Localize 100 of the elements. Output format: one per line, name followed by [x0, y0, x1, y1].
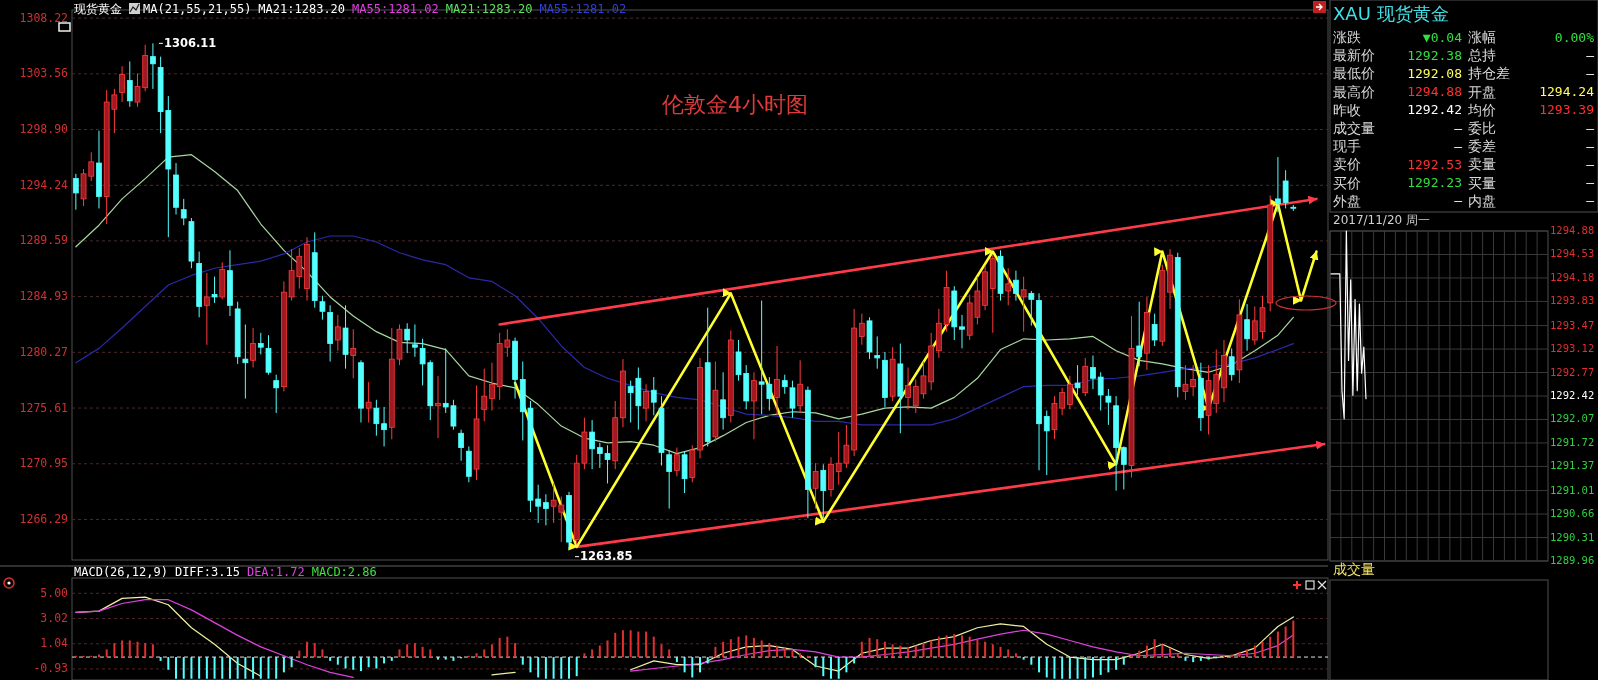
text: 委比	[1468, 120, 1496, 136]
bar	[1061, 657, 1064, 679]
candlestick	[674, 447, 680, 477]
y-tick-label: 1298.90	[19, 122, 69, 137]
bar	[429, 649, 432, 658]
bar	[799, 653, 802, 658]
bar	[1091, 657, 1094, 678]
bar	[945, 635, 948, 658]
bar	[483, 649, 486, 658]
bar	[668, 649, 671, 658]
bar	[136, 641, 139, 658]
y-tick-label: 1289.96	[1550, 554, 1595, 566]
bar	[275, 657, 278, 679]
bar	[760, 640, 763, 658]
text: 1293.39	[1539, 102, 1594, 118]
bar	[891, 644, 894, 658]
y-tick-label: 1280.27	[19, 344, 69, 359]
text: 卖价	[1333, 156, 1361, 173]
annotation: DEA:1.72	[246, 565, 305, 579]
candlestick	[273, 374, 280, 414]
bar	[198, 657, 201, 679]
bar	[737, 636, 740, 658]
y-tick-label: 1294.24	[19, 177, 69, 192]
candlestick	[404, 322, 411, 354]
candlestick	[797, 359, 804, 414]
candlestick	[774, 345, 780, 416]
bar	[899, 645, 902, 658]
bar	[1122, 657, 1125, 665]
bar	[699, 657, 701, 673]
bar	[1261, 641, 1264, 658]
text: 总持	[1467, 47, 1496, 64]
bar	[167, 657, 170, 670]
bar	[822, 657, 825, 677]
bar	[930, 640, 933, 658]
y-tick-label: 1303.56	[19, 66, 69, 81]
y-tick-label: 1.04	[40, 636, 69, 651]
candlestick	[1244, 303, 1250, 352]
candlestick	[458, 429, 464, 462]
bar	[236, 657, 239, 679]
bar	[868, 637, 871, 658]
candlestick	[1013, 270, 1019, 302]
bar	[752, 637, 755, 658]
text: 卖量	[1468, 156, 1496, 173]
bar	[537, 657, 540, 678]
text: 买量	[1468, 174, 1496, 191]
bar	[629, 630, 632, 658]
bar	[883, 641, 886, 658]
y-tick-label: 1291.01	[1550, 483, 1595, 496]
bar	[660, 644, 663, 658]
bar	[845, 657, 848, 673]
bar	[1076, 657, 1079, 679]
candlestick	[1120, 445, 1127, 490]
bar	[1115, 657, 1118, 670]
y-tick-label: 1290.31	[1550, 530, 1595, 543]
bar	[128, 640, 131, 658]
text: 开盘	[1468, 83, 1496, 100]
bar	[413, 643, 416, 658]
bar	[1184, 657, 1187, 661]
bar	[560, 657, 563, 679]
bar	[1145, 645, 1148, 658]
y-tick-label: 1294.18	[1550, 270, 1595, 283]
bar	[1192, 657, 1195, 663]
text: 最高价	[1333, 83, 1375, 100]
text: 1292.53	[1407, 156, 1462, 172]
text: –	[1586, 193, 1595, 209]
bar	[367, 657, 370, 668]
bar	[1107, 657, 1110, 673]
candlestick	[365, 381, 372, 423]
bar	[614, 632, 617, 658]
candlestick	[781, 374, 788, 395]
y-tick-label: 1291.72	[1550, 435, 1595, 448]
bar	[329, 657, 332, 661]
text: 昨收	[1333, 101, 1361, 118]
bar	[244, 657, 247, 679]
y-tick-label: 1291.37	[1550, 459, 1595, 472]
candlestick	[789, 380, 796, 419]
candlestick	[119, 65, 125, 103]
text: –	[1586, 175, 1595, 191]
bar	[606, 640, 609, 658]
candlestick	[1020, 276, 1027, 333]
candlestick	[211, 276, 218, 304]
bar	[729, 639, 732, 658]
bar	[529, 657, 532, 673]
y-tick-label: 1293.12	[1550, 342, 1595, 355]
annotation: MA(21,55,21,55)	[143, 2, 252, 16]
bar	[352, 657, 355, 670]
bar	[860, 641, 863, 658]
bar	[105, 649, 108, 658]
y-tick-label: 1308.22	[19, 10, 68, 25]
candlestick	[1028, 290, 1035, 327]
bar	[1014, 653, 1017, 658]
text: 持仓差	[1468, 65, 1510, 82]
bar	[190, 657, 193, 679]
bar	[213, 657, 216, 679]
bar	[375, 657, 378, 669]
candlestick	[720, 371, 726, 431]
bar	[1084, 657, 1087, 679]
bar	[1161, 644, 1164, 658]
candlestick	[1282, 169, 1289, 209]
text: –	[1454, 138, 1463, 154]
